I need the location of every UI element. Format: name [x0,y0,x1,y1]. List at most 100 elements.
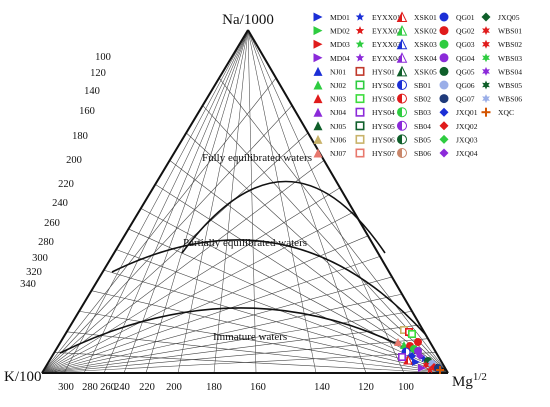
grid-line [63,29,249,374]
right-edge [247,29,449,374]
grid-line [169,160,449,374]
legend-item: SB02 [397,93,431,104]
legend-item: JXQ04 [439,148,478,158]
legend-marker-icon [355,148,365,158]
left-tick-label: 140 [84,86,100,97]
legend-label: JXQ01 [456,108,478,117]
legend-label: QG01 [456,13,475,22]
legend: MD01 MD02 MD03 MD04 NJ01 NJ02 NJ03 NJ04 NJ05 NJ06… [313,11,522,158]
legend-label: HYS01 [372,67,395,76]
legend-marker-icon [397,93,407,104]
legend-item: JXQ02 [439,121,478,131]
legend-label: MD03 [330,40,350,49]
legend-label: QG04 [456,54,475,63]
sample-marker [403,354,413,365]
sample-marker [394,338,402,346]
legend-label: WBS01 [498,27,522,36]
sample-marker [397,352,406,361]
legend-item: HYS05 [355,121,395,131]
sample-marker [407,329,416,338]
legend-label: SB01 [414,81,431,90]
legend-item: XSK04 [396,52,437,63]
legend-label: JXQ02 [456,122,478,131]
legend-marker-icon [397,80,407,90]
bottom-tick-label: 120 [358,382,374,393]
left-tick-label: 220 [58,179,74,190]
legend-marker-icon [355,121,365,131]
legend-marker-icon [439,12,449,22]
legend-marker-icon [313,80,323,90]
legend-marker-icon [439,26,449,36]
legend-label: MD01 [330,13,350,22]
legend-item: EYXX01 [355,12,401,22]
legend-marker-icon [355,107,365,117]
legend-item: NJ02 [313,80,346,90]
legend-item: JXQ05 [481,12,520,22]
legend-label: WBS06 [498,95,522,104]
left-tick-label: 300 [32,253,48,264]
left-tick-label: 260 [44,218,60,229]
legend-label: SB06 [414,149,431,158]
grid-line [41,324,421,374]
legend-item: SB06 [397,148,431,158]
legend-marker-icon [355,134,365,144]
legend-marker-icon [439,39,449,49]
grid-line [218,77,449,374]
legend-label: NJ03 [330,95,346,104]
top-corner-label: Na/1000 [222,12,274,28]
legend-item: HYS01 [355,66,395,76]
grid-line [177,29,249,374]
grid-line [123,29,249,374]
legend-item: EYXX04 [355,53,401,63]
legend-label: XSK05 [414,67,437,76]
legend-marker-icon [313,26,323,36]
legend-item: XQC [481,107,514,117]
grid-line [41,310,413,374]
legend-label: HYS02 [372,81,395,90]
left-tick-label: 100 [95,52,111,63]
legend-marker-icon [313,39,323,49]
legend-marker-icon [396,11,408,22]
left-tick-label: 280 [38,237,54,248]
legend-label: HYS05 [372,122,395,131]
legend-item: NJ06 [313,134,346,144]
grid-line [41,352,437,374]
legend-marker-icon [482,94,490,104]
legend-item: MD01 [313,12,350,22]
grid-line [83,29,249,374]
legend-item: XSK02 [396,24,437,36]
grid-line [41,235,369,374]
legend-label: SB02 [414,95,431,104]
legend-item: NJ04 [313,107,346,117]
legend-item: QG05 [439,66,475,76]
zone-label-full: Fully equilibrated waters [202,152,312,164]
legend-item: EYXX02 [355,26,401,36]
legend-item: WBS05 [482,80,522,90]
partial-equilibrium-curve [111,239,426,335]
legend-label: XSK04 [414,54,437,63]
right-corner-label: Mg1/2 [452,371,487,390]
sample-marker [422,361,430,369]
sample-marker [412,358,420,366]
sample-marker [414,338,422,346]
legend-item: QG04 [439,53,475,63]
legend-marker-icon [355,80,365,90]
legend-marker-icon [313,107,323,117]
legend-item: SB03 [397,107,431,118]
legend-item: QG02 [439,26,475,36]
legend-item: HYS02 [355,80,395,90]
legend-marker-icon [355,39,365,48]
legend-label: WBS02 [498,40,522,49]
grid-line [247,29,257,374]
legend-label: NJ02 [330,81,346,90]
legend-label: QG06 [456,81,475,90]
legend-marker-icon [313,53,323,63]
legend-label: NJ01 [330,67,346,76]
grid-line [247,29,317,374]
left-tick-label: 340 [20,279,36,290]
immature-boundary-curve [59,307,446,371]
legend-item: XSK05 [396,65,437,77]
legend-marker-icon [396,24,408,36]
legend-item: MD04 [313,53,350,63]
